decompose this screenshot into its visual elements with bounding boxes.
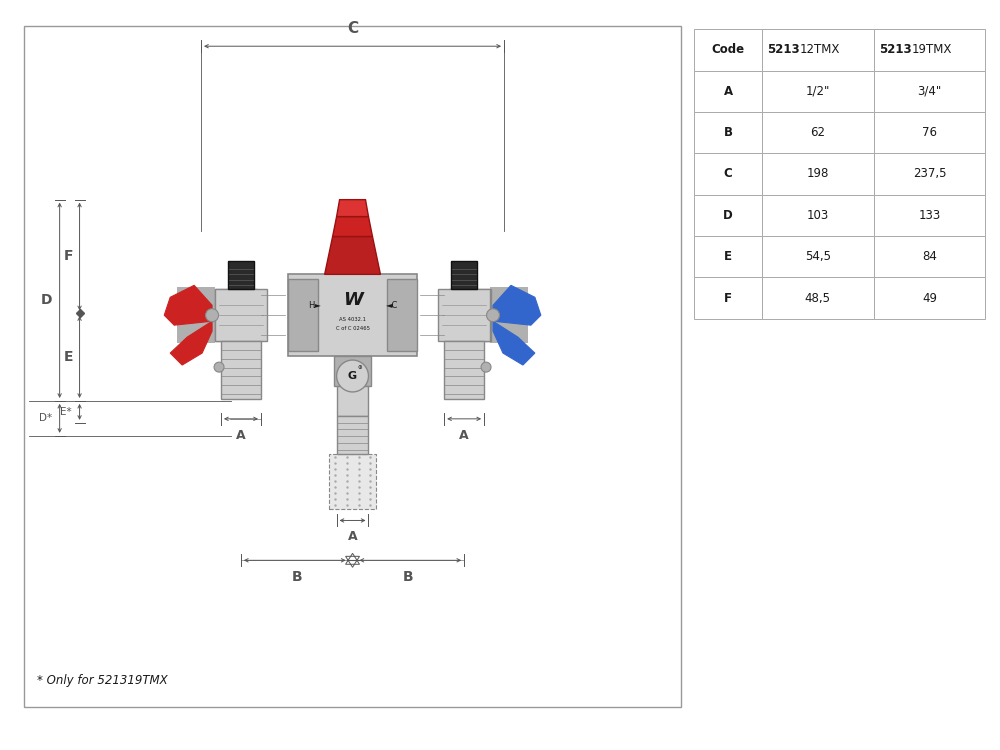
- Text: A: A: [459, 429, 469, 442]
- Text: H►: H►: [308, 301, 321, 310]
- Text: 1/2": 1/2": [806, 85, 830, 98]
- Bar: [387, 279, 417, 351]
- Text: AS 4032.1: AS 4032.1: [339, 316, 366, 322]
- Text: 19TMX: 19TMX: [911, 44, 952, 56]
- Bar: [874, 153, 985, 195]
- Text: 5213: 5213: [767, 44, 800, 56]
- Text: * Only for 521319TMX: * Only for 521319TMX: [37, 674, 167, 687]
- Polygon shape: [333, 217, 372, 236]
- Circle shape: [481, 362, 491, 372]
- Bar: [215, 290, 267, 341]
- Bar: [762, 236, 874, 278]
- Bar: [490, 287, 528, 343]
- Text: G: G: [348, 371, 357, 381]
- Circle shape: [337, 360, 368, 392]
- Bar: [762, 195, 874, 236]
- Bar: [215, 290, 257, 341]
- Bar: [444, 341, 484, 399]
- Text: W: W: [343, 291, 362, 309]
- Bar: [694, 153, 762, 195]
- Bar: [24, 26, 681, 706]
- Text: 48,5: 48,5: [805, 292, 831, 304]
- Bar: [874, 278, 985, 319]
- Text: E: E: [64, 350, 73, 364]
- Bar: [694, 112, 762, 153]
- Bar: [177, 287, 215, 343]
- Bar: [228, 262, 254, 290]
- Polygon shape: [337, 200, 368, 217]
- Text: 12TMX: 12TMX: [800, 44, 840, 56]
- Text: E: E: [724, 251, 732, 263]
- Text: 237,5: 237,5: [913, 167, 946, 181]
- Polygon shape: [170, 321, 212, 365]
- Text: C of C 02465: C of C 02465: [336, 326, 370, 331]
- Polygon shape: [325, 236, 380, 274]
- Text: A: A: [724, 85, 733, 98]
- Text: 76: 76: [922, 126, 937, 140]
- Bar: [874, 236, 985, 278]
- Bar: [762, 112, 874, 153]
- Text: A: A: [348, 530, 357, 544]
- Bar: [694, 195, 762, 236]
- Text: 133: 133: [918, 209, 941, 222]
- Polygon shape: [493, 285, 541, 326]
- Text: F: F: [724, 292, 732, 304]
- Text: 5213: 5213: [879, 44, 911, 56]
- Text: 3/4": 3/4": [917, 85, 942, 98]
- Bar: [874, 112, 985, 153]
- Circle shape: [214, 362, 224, 372]
- Bar: [329, 454, 376, 509]
- Text: C: C: [347, 21, 358, 36]
- Text: ◄C: ◄C: [386, 301, 399, 310]
- Text: 103: 103: [807, 209, 829, 222]
- Bar: [874, 70, 985, 112]
- Circle shape: [206, 309, 219, 322]
- Bar: [762, 153, 874, 195]
- Text: D*: D*: [39, 413, 52, 423]
- Text: D: D: [723, 209, 733, 222]
- Text: Code: Code: [712, 44, 745, 56]
- Bar: [288, 274, 417, 356]
- Circle shape: [487, 309, 500, 322]
- Bar: [334, 356, 371, 386]
- Text: A: A: [236, 429, 246, 442]
- Bar: [221, 341, 261, 399]
- Text: F: F: [64, 250, 73, 263]
- Text: B: B: [403, 570, 414, 584]
- Bar: [762, 70, 874, 112]
- Bar: [438, 290, 490, 341]
- Text: D: D: [41, 293, 52, 308]
- Text: 84: 84: [922, 251, 937, 263]
- Bar: [874, 195, 985, 236]
- Bar: [694, 70, 762, 112]
- Text: 49: 49: [922, 292, 937, 304]
- Text: B: B: [291, 570, 302, 584]
- Bar: [288, 279, 318, 351]
- Polygon shape: [164, 285, 212, 326]
- Text: 62: 62: [810, 126, 825, 140]
- Bar: [451, 262, 477, 290]
- Bar: [337, 416, 368, 454]
- Text: B: B: [724, 126, 733, 140]
- Bar: [449, 290, 491, 341]
- Text: C: C: [724, 167, 733, 181]
- Bar: [762, 29, 874, 70]
- Bar: [694, 236, 762, 278]
- Bar: [694, 278, 762, 319]
- Bar: [762, 278, 874, 319]
- Text: E*: E*: [60, 406, 71, 417]
- Bar: [337, 386, 368, 416]
- Text: ⊕: ⊕: [357, 364, 362, 370]
- Text: 198: 198: [807, 167, 829, 181]
- Text: 54,5: 54,5: [805, 251, 831, 263]
- Polygon shape: [493, 321, 535, 365]
- Bar: [694, 29, 762, 70]
- Bar: [874, 29, 985, 70]
